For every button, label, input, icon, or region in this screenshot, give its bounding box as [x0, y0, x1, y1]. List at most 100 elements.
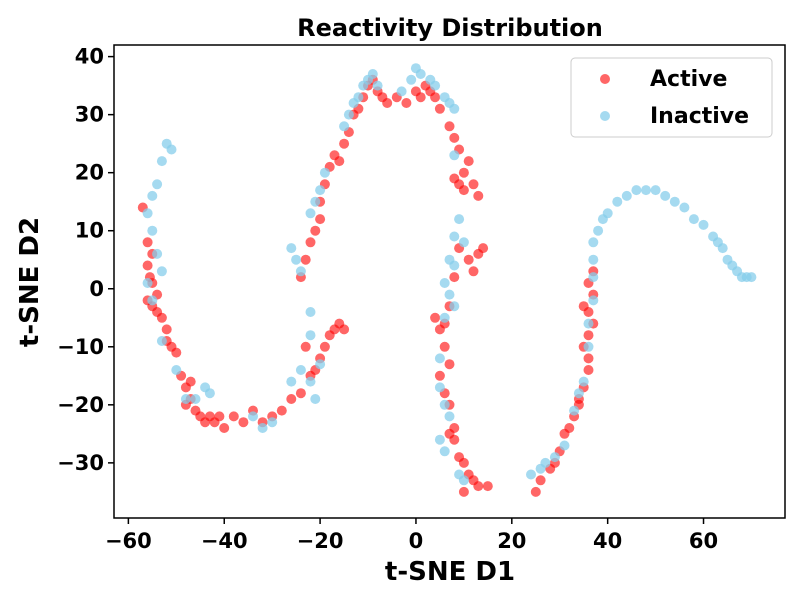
point-inactive-78	[583, 318, 594, 329]
point-inactive-31	[310, 196, 321, 207]
y-tick-label: −30	[57, 451, 104, 475]
point-active-107	[530, 486, 541, 497]
point-active-10	[156, 312, 167, 323]
point-active-87	[449, 272, 460, 283]
point-active-78	[463, 156, 474, 167]
point-inactive-81	[588, 254, 599, 265]
point-inactive-14	[190, 394, 201, 404]
point-inactive-72	[549, 452, 560, 463]
point-active-28	[238, 417, 249, 428]
point-active-43	[300, 341, 311, 352]
chart-title: Reactivity Distribution	[297, 14, 603, 42]
point-active-47	[310, 225, 321, 236]
point-inactive-86	[612, 196, 623, 207]
point-active-32	[276, 405, 287, 416]
point-inactive-76	[578, 376, 589, 387]
point-inactive-33	[319, 167, 330, 178]
point-inactive-27	[295, 266, 306, 277]
point-inactive-10	[147, 295, 158, 306]
point-inactive-56	[449, 260, 460, 271]
legend-label-inactive: Inactive	[650, 104, 749, 129]
point-active-90	[434, 324, 445, 335]
point-active-65	[401, 98, 412, 108]
point-active-12	[161, 324, 172, 335]
point-inactive-30	[305, 208, 316, 219]
point-inactive-19	[267, 417, 278, 428]
point-active-25	[214, 411, 225, 422]
point-inactive-95	[698, 219, 709, 230]
point-active-108	[535, 475, 546, 486]
point-inactive-34	[339, 121, 350, 132]
point-active-53	[334, 156, 345, 167]
point-inactive-52	[454, 214, 465, 225]
point-inactive-82	[588, 237, 599, 248]
point-inactive-88	[631, 185, 642, 196]
point-inactive-3	[152, 179, 163, 190]
point-inactive-12	[171, 365, 182, 375]
point-inactive-43	[406, 74, 417, 85]
point-active-75	[458, 167, 469, 178]
point-active-94	[434, 370, 445, 381]
x-tick-label: 20	[497, 529, 526, 553]
y-tick-label: 40	[75, 45, 104, 69]
point-inactive-51	[449, 150, 460, 161]
point-active-113	[564, 423, 575, 433]
point-active-71	[434, 103, 445, 114]
point-inactive-29	[286, 243, 297, 254]
point-inactive-79	[588, 295, 599, 306]
points-layer	[137, 63, 757, 497]
point-active-48	[315, 214, 326, 225]
point-inactive-57	[439, 278, 450, 288]
point-active-33	[286, 394, 297, 404]
y-axis-label: t-SNE D2	[15, 217, 45, 347]
point-active-2	[142, 260, 153, 271]
point-active-77	[449, 173, 460, 184]
point-inactive-91	[660, 190, 671, 201]
point-active-46	[305, 237, 316, 248]
legend-marker-inactive	[600, 111, 610, 121]
y-tick-label: 20	[75, 161, 104, 185]
point-inactive-98	[717, 243, 728, 254]
point-inactive-53	[449, 231, 460, 242]
point-active-14	[171, 347, 182, 358]
point-inactive-1	[166, 144, 177, 155]
y-tick-label: 30	[75, 103, 104, 127]
point-inactive-85	[602, 208, 613, 219]
y-tick-label: 0	[89, 277, 104, 301]
point-inactive-23	[310, 394, 321, 404]
point-inactive-16	[200, 382, 211, 393]
point-active-54	[339, 138, 350, 149]
point-inactive-41	[372, 80, 383, 91]
point-active-72	[444, 121, 455, 132]
legend-label-active: Active	[650, 67, 727, 92]
point-active-1	[142, 237, 153, 248]
point-inactive-24	[315, 359, 326, 370]
point-inactive-26	[305, 307, 316, 317]
point-inactive-58	[444, 289, 455, 300]
x-tick-label: 0	[409, 529, 424, 553]
point-inactive-87	[621, 190, 632, 201]
point-inactive-11	[156, 336, 167, 346]
point-active-70	[430, 92, 441, 103]
x-tick-label: 60	[689, 529, 718, 553]
point-active-17	[185, 376, 196, 387]
point-inactive-104	[746, 272, 757, 283]
point-active-38	[319, 341, 330, 352]
point-inactive-45	[415, 69, 426, 79]
point-inactive-42	[396, 86, 407, 97]
point-inactive-22	[305, 376, 316, 387]
point-inactive-61	[434, 353, 445, 364]
point-inactive-71	[540, 457, 551, 468]
point-inactive-2	[156, 156, 167, 167]
point-active-45	[300, 254, 311, 265]
point-inactive-60	[439, 312, 450, 323]
point-inactive-5	[142, 208, 153, 219]
y-tick-label: −20	[57, 393, 104, 417]
legend-box	[570, 57, 773, 138]
point-active-101	[458, 457, 469, 468]
point-active-99	[449, 434, 460, 445]
point-active-105	[482, 481, 493, 492]
x-axis-label: t-SNE D1	[385, 557, 515, 587]
point-active-27	[228, 411, 239, 422]
